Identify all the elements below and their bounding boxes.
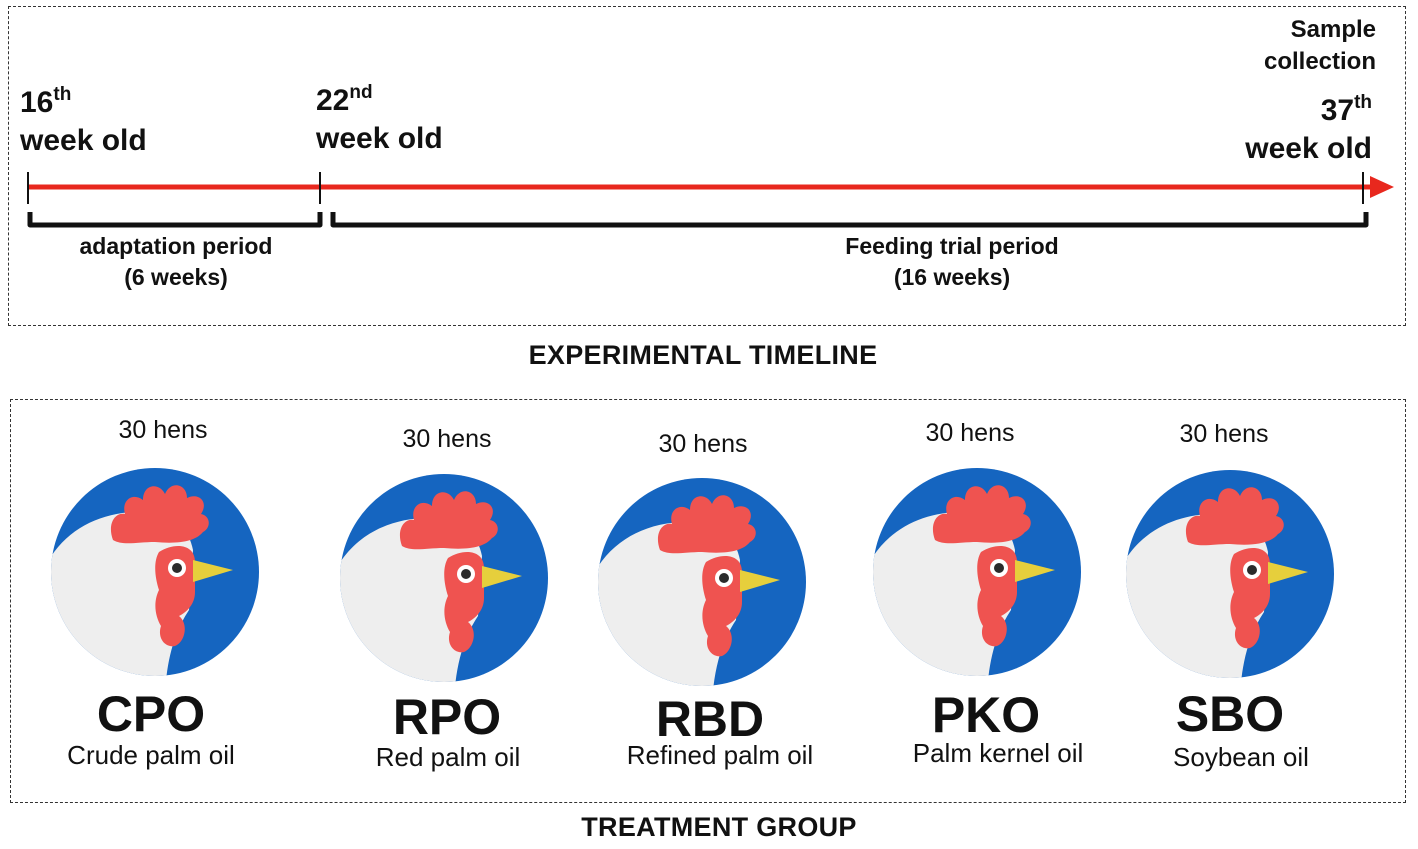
group-name-rpo: Red palm oil (375, 742, 521, 772)
group-name-rbd: Refined palm oil (626, 740, 814, 770)
timeline-panel (8, 6, 1406, 326)
group-code-rbd: RBD (655, 691, 765, 747)
group-name-cpo: Crude palm oil (67, 740, 235, 770)
milestone-end: 37th week old (1245, 92, 1372, 165)
group-name-pko: Palm kernel oil (912, 738, 1084, 768)
group-code-cpo: CPO (96, 686, 206, 742)
hen-icon-rpo (334, 474, 548, 698)
timeline-arrowhead (1370, 176, 1394, 198)
timeline-title: EXPERIMENTAL TIMELINE (528, 340, 878, 370)
milestone-start: 16th week old (20, 84, 147, 157)
hen-icon-pko (867, 468, 1081, 692)
group-count-pko: 30 hens (925, 419, 1015, 447)
sample-collection-note: Sample collection (1263, 16, 1376, 75)
hen-icon-rbd (592, 478, 806, 702)
treatment-panel (10, 399, 1406, 803)
milestone-switch: 22nd week old (316, 82, 443, 155)
adaptation-period-label: adaptation period (6 weeks) (79, 233, 273, 290)
group-code-pko: PKO (931, 687, 1041, 743)
adaptation-bracket (27, 212, 323, 228)
group-count-sbo: 30 hens (1179, 420, 1269, 448)
feeding-bracket (330, 212, 1369, 228)
hen-icon-sbo (1120, 470, 1334, 694)
group-count-cpo: 30 hens (118, 416, 208, 444)
group-name-sbo: Soybean oil (1173, 742, 1309, 772)
group-code-sbo: SBO (1175, 686, 1285, 742)
group-code-rpo: RPO (392, 689, 502, 745)
feeding-period-label: Feeding trial period (16 weeks) (845, 233, 1059, 290)
group-count-rpo: 30 hens (402, 425, 492, 453)
treatment-title: TREATMENT GROUP (581, 812, 857, 842)
hen-icon-cpo (45, 468, 259, 692)
group-count-rbd: 30 hens (658, 430, 748, 458)
